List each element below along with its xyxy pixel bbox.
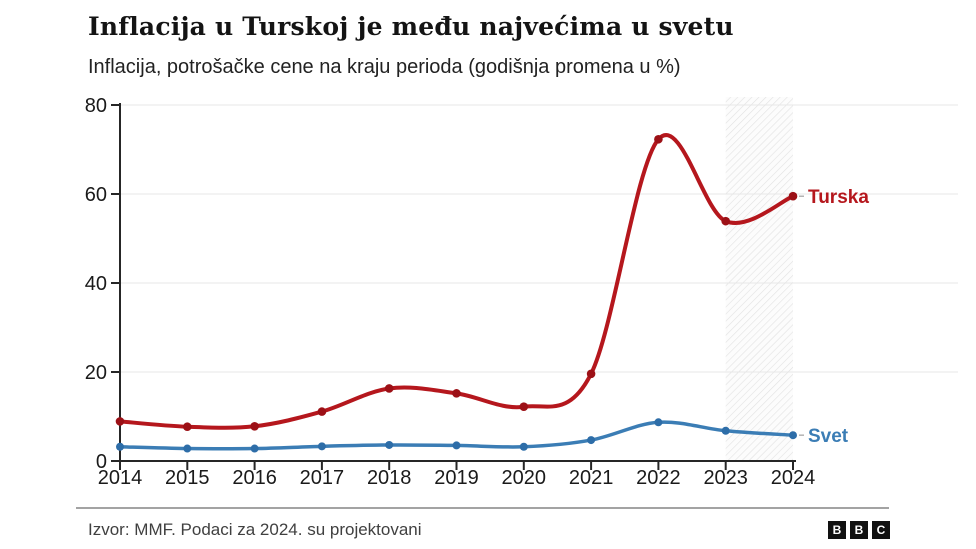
point-turska-2016 bbox=[250, 421, 259, 431]
point-turska-2021 bbox=[586, 369, 596, 379]
point-svet-2023 bbox=[721, 426, 730, 435]
source-text: Izvor: MMF. Podaci za 2024. su projektov… bbox=[88, 520, 422, 539]
x-tick-label-2020: 2020 bbox=[502, 467, 547, 489]
line-turska bbox=[118, 133, 795, 430]
projection-band bbox=[725, 97, 793, 461]
y-tick-label-40: 40 bbox=[85, 273, 107, 295]
x-tick-label-2019: 2019 bbox=[434, 467, 479, 489]
point-svet-2021 bbox=[587, 436, 596, 445]
bbc-logo-block-3: C bbox=[872, 521, 890, 539]
point-turska-2024 bbox=[788, 191, 798, 201]
y-tick-label-60: 60 bbox=[85, 184, 107, 206]
point-turska-2014 bbox=[115, 417, 125, 426]
x-tick-label-2023: 2023 bbox=[703, 467, 748, 489]
series-label-turska: Turska bbox=[808, 187, 869, 208]
point-turska-2022 bbox=[654, 134, 663, 144]
x-tick-label-2024: 2024 bbox=[771, 467, 816, 489]
series-label-svet: Svet bbox=[808, 426, 849, 447]
x-tick-label-2015: 2015 bbox=[165, 467, 210, 489]
x-tick-label-2018: 2018 bbox=[367, 467, 412, 489]
point-turska-2020 bbox=[519, 402, 529, 412]
point-svet-2024 bbox=[789, 431, 797, 440]
point-svet-2016 bbox=[250, 444, 259, 453]
chart-subtitle: Inflacija, potrošačke cene na kraju peri… bbox=[88, 56, 681, 78]
point-svet-2015 bbox=[183, 444, 192, 453]
footer-divider bbox=[76, 507, 889, 509]
y-tick-label-80: 80 bbox=[85, 95, 107, 117]
bbc-logo-block-2: B bbox=[850, 521, 868, 539]
point-turska-2023 bbox=[721, 216, 730, 226]
y-tick-label-0: 0 bbox=[96, 451, 107, 473]
y-tick-label-20: 20 bbox=[85, 362, 107, 384]
x-tick-label-2016: 2016 bbox=[232, 467, 277, 489]
bbc-logo-block-1: B bbox=[828, 521, 846, 539]
point-turska-2017 bbox=[317, 407, 327, 416]
point-svet-2018 bbox=[385, 440, 394, 449]
point-turska-2018 bbox=[384, 384, 394, 393]
point-svet-2019 bbox=[452, 441, 461, 450]
point-turska-2019 bbox=[452, 389, 461, 398]
x-tick-label-2014: 2014 bbox=[98, 467, 143, 489]
x-tick-label-2021: 2021 bbox=[569, 467, 614, 489]
point-svet-2022 bbox=[654, 418, 663, 427]
x-tick-label-2017: 2017 bbox=[300, 467, 345, 489]
chart-title: Inflacija u Turskoj je među najvećima u … bbox=[88, 12, 734, 41]
x-tick-label-2022: 2022 bbox=[636, 467, 681, 489]
point-svet-2017 bbox=[317, 442, 326, 451]
point-svet-2020 bbox=[519, 442, 528, 451]
point-turska-2015 bbox=[183, 422, 192, 432]
point-svet-2014 bbox=[116, 442, 124, 451]
